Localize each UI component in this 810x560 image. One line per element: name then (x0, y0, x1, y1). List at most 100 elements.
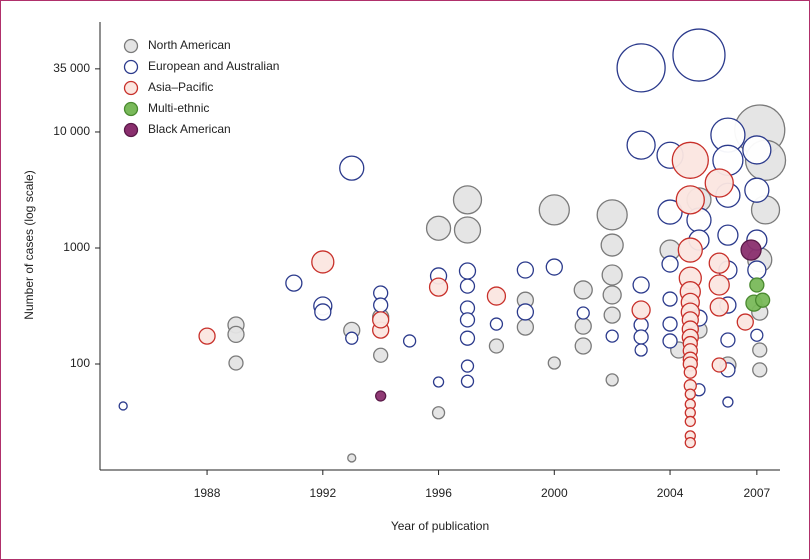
y-tick-label: 10 000 (53, 124, 90, 138)
bubble (198, 327, 216, 345)
bubble (747, 260, 767, 280)
x-axis-label: Year of publication (391, 519, 489, 533)
bubble (616, 43, 666, 93)
legend-label: Multi-ethnic (148, 101, 209, 115)
y-tick-label: 1000 (63, 240, 90, 254)
bubble (711, 357, 727, 373)
bubble (708, 274, 730, 296)
bubble (704, 168, 734, 198)
bubble (740, 239, 762, 261)
bubble (574, 337, 592, 355)
bubble (709, 297, 729, 317)
bubble (372, 311, 390, 329)
bubble (632, 276, 650, 294)
legend-marker (123, 38, 139, 54)
x-tick-label: 1988 (194, 486, 221, 500)
bubble (749, 277, 765, 293)
bubble (489, 317, 504, 331)
bubble (428, 277, 449, 297)
bubble (672, 28, 726, 82)
bubble (516, 261, 535, 279)
bubble (431, 406, 446, 420)
bubble (750, 328, 764, 342)
bubble (662, 316, 678, 332)
bubble (425, 215, 452, 241)
bubble (285, 274, 303, 292)
bubble (633, 329, 649, 345)
bubble (486, 286, 507, 306)
bubble (722, 396, 734, 408)
bubble (596, 199, 628, 231)
bubble (375, 390, 387, 402)
bubble (314, 303, 332, 321)
bubble (603, 306, 621, 324)
bubble (545, 258, 563, 276)
bubble (683, 365, 697, 379)
bubble (459, 278, 476, 294)
bubble (347, 453, 357, 463)
bubble (684, 415, 696, 428)
bubble (339, 155, 365, 181)
bubble (460, 359, 475, 373)
legend-marker (123, 101, 139, 117)
x-tick-label: 2007 (743, 486, 770, 500)
bubble (459, 312, 476, 328)
bubble (708, 252, 730, 274)
bubble (675, 185, 705, 215)
bubble (516, 303, 535, 321)
bubble (600, 233, 624, 257)
legend-label: Black American (148, 122, 231, 136)
x-tick-label: 2000 (541, 486, 568, 500)
bubble (717, 224, 739, 246)
bubble (631, 300, 651, 320)
bubble (453, 216, 482, 244)
bubble (605, 329, 619, 343)
bubble (227, 325, 245, 344)
bubble (432, 376, 445, 388)
bubble (754, 292, 771, 308)
bubble (228, 355, 244, 371)
bubble (671, 141, 709, 179)
x-tick-label: 1996 (425, 486, 452, 500)
bubble (460, 374, 475, 388)
bubble (459, 330, 476, 346)
legend-marker (123, 122, 139, 138)
bubble (373, 297, 389, 313)
bubble (458, 262, 477, 280)
bubble (657, 199, 683, 225)
legend-marker (123, 59, 139, 75)
bubble (684, 388, 696, 400)
bubble (576, 306, 590, 320)
bubble (736, 313, 754, 331)
bubble (602, 285, 622, 305)
bubble (547, 356, 561, 370)
bubble (605, 373, 619, 387)
bubble (452, 185, 483, 215)
bubble (720, 332, 736, 348)
bubble (752, 362, 768, 378)
x-tick-label: 1992 (309, 486, 336, 500)
bubble (634, 343, 648, 357)
bubble (626, 130, 656, 160)
legend-marker (123, 80, 139, 96)
bubble (402, 334, 417, 348)
bubble (373, 347, 389, 363)
bubble (488, 338, 505, 354)
bubble (573, 280, 593, 300)
bubble (516, 318, 535, 336)
bubble (538, 194, 570, 226)
legend-label: North American (148, 38, 231, 52)
bubble (662, 333, 678, 349)
x-tick-label: 2004 (657, 486, 684, 500)
bubble (345, 331, 359, 345)
bubble (118, 401, 128, 411)
bubble (742, 135, 772, 165)
legend-label: European and Australian (148, 59, 279, 73)
bubble (684, 436, 696, 449)
bubble (311, 250, 335, 274)
bubble (661, 255, 679, 273)
y-axis-label: Number of cases (log scale) (22, 170, 36, 319)
legend-label: Asia–Pacific (148, 80, 213, 94)
bubble (574, 317, 592, 335)
